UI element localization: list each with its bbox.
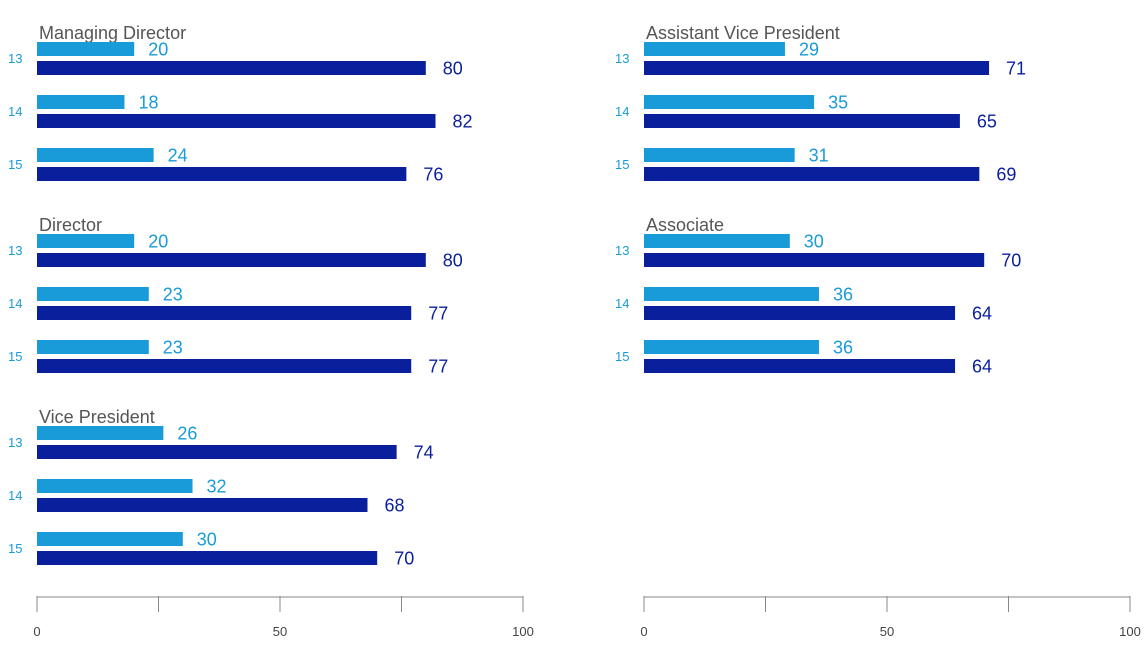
bar-dark	[37, 359, 412, 373]
value-label-dark: 70	[1001, 251, 1021, 271]
value-label-dark: 77	[428, 304, 448, 324]
bar-dark	[37, 551, 378, 565]
value-label-dark: 80	[443, 251, 463, 271]
value-label-dark: 74	[414, 443, 434, 463]
year-label: 14	[615, 104, 629, 119]
value-label-light: 29	[799, 40, 819, 60]
bar-dark	[644, 306, 956, 320]
bar-dark	[644, 253, 985, 267]
bar-light	[37, 479, 193, 493]
value-label-light: 18	[138, 93, 158, 113]
value-label-light: 30	[197, 530, 217, 550]
value-label-light: 36	[833, 338, 853, 358]
year-label: 13	[615, 51, 629, 66]
value-label-light: 30	[804, 232, 824, 252]
x-tick-label: 50	[273, 624, 287, 639]
x-tick-label: 50	[880, 624, 894, 639]
bar-light	[37, 340, 149, 354]
year-label: 14	[8, 488, 22, 503]
year-label: 15	[8, 349, 22, 364]
value-label-dark: 64	[972, 357, 992, 377]
bar-light	[644, 340, 819, 354]
value-label-dark: 68	[384, 496, 404, 516]
bar-light	[644, 42, 785, 56]
bar-light	[37, 148, 154, 162]
year-label: 15	[8, 541, 22, 556]
value-label-dark: 69	[996, 165, 1016, 185]
group-title: Managing Director	[39, 23, 186, 43]
value-label-dark: 82	[453, 112, 473, 132]
year-label: 14	[8, 104, 22, 119]
bar-light	[37, 532, 183, 546]
bar-dark	[644, 114, 960, 128]
bar-light	[644, 234, 790, 248]
value-label-light: 35	[828, 93, 848, 113]
bar-dark	[37, 306, 412, 320]
bar-dark	[37, 253, 426, 267]
bar-dark	[37, 498, 368, 512]
group-title: Assistant Vice President	[646, 23, 840, 43]
group-title: Associate	[646, 215, 724, 235]
value-label-dark: 65	[977, 112, 997, 132]
value-label-dark: 70	[394, 549, 414, 569]
bar-dark	[37, 61, 426, 75]
bar-light	[37, 234, 135, 248]
x-tick-label: 100	[1119, 624, 1141, 639]
value-label-light: 24	[168, 146, 188, 166]
value-label-dark: 76	[423, 165, 443, 185]
year-label: 13	[8, 51, 22, 66]
bar-light	[37, 95, 125, 109]
value-label-light: 32	[207, 477, 227, 497]
year-label: 15	[615, 157, 629, 172]
value-label-light: 20	[148, 232, 168, 252]
year-label: 13	[8, 243, 22, 258]
x-tick-label: 100	[512, 624, 534, 639]
group-title: Director	[39, 215, 102, 235]
bar-dark	[644, 61, 990, 75]
value-label-dark: 80	[443, 59, 463, 79]
value-label-dark: 71	[1006, 59, 1026, 79]
bar-light	[37, 287, 149, 301]
year-label: 13	[8, 435, 22, 450]
value-label-light: 31	[809, 146, 829, 166]
value-label-dark: 77	[428, 357, 448, 377]
bar-dark	[644, 359, 956, 373]
year-label: 14	[8, 296, 22, 311]
bar-dark	[37, 167, 407, 181]
year-label: 14	[615, 296, 629, 311]
bar-light	[37, 426, 164, 440]
year-label: 15	[8, 157, 22, 172]
bar-dark	[37, 445, 397, 459]
bar-dark	[37, 114, 436, 128]
bar-light	[644, 148, 795, 162]
value-label-light: 26	[177, 424, 197, 444]
value-label-light: 23	[163, 285, 183, 305]
bar-light	[644, 287, 819, 301]
x-tick-label: 0	[33, 624, 40, 639]
year-label: 15	[615, 349, 629, 364]
value-label-light: 23	[163, 338, 183, 358]
x-tick-label: 0	[640, 624, 647, 639]
year-label: 13	[615, 243, 629, 258]
value-label-light: 20	[148, 40, 168, 60]
bar-light	[644, 95, 815, 109]
group-title: Vice President	[39, 407, 155, 427]
value-label-dark: 64	[972, 304, 992, 324]
bar-dark	[644, 167, 980, 181]
bar-light	[37, 42, 135, 56]
value-label-light: 36	[833, 285, 853, 305]
